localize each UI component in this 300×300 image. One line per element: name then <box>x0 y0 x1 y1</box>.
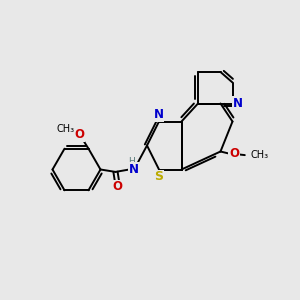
Text: N: N <box>233 97 243 110</box>
Text: CH₃: CH₃ <box>57 124 75 134</box>
Text: O: O <box>74 128 85 141</box>
Text: O: O <box>112 180 122 194</box>
Text: H: H <box>128 157 134 166</box>
Text: N: N <box>153 108 164 122</box>
Text: N: N <box>129 163 139 176</box>
Text: S: S <box>154 170 164 184</box>
Text: O: O <box>229 147 239 161</box>
Text: CH₃: CH₃ <box>250 150 268 160</box>
